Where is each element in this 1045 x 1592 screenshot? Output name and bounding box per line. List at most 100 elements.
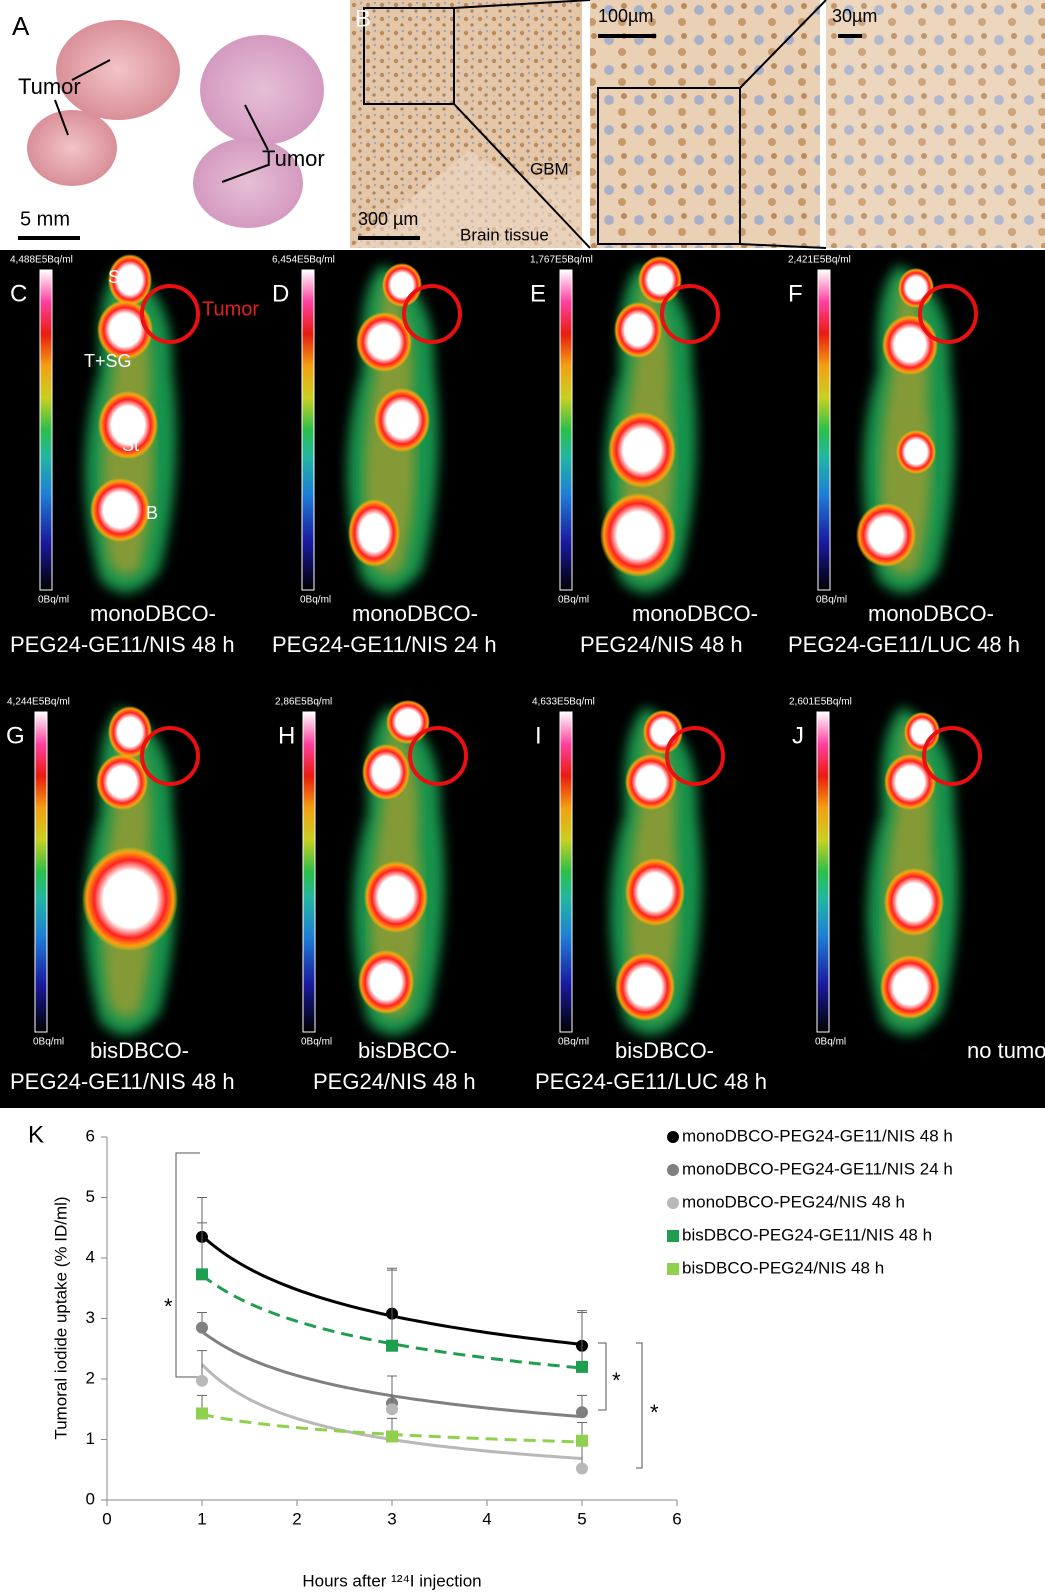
caption: PEG24-GE11/NIS 48 h (10, 632, 235, 657)
hot-spot (625, 754, 677, 810)
panel-a: A Tumor Tumor 5 mm (0, 0, 348, 248)
error-bar (577, 1311, 587, 1367)
tumor-circle (665, 726, 725, 786)
scale-min: 0Bq/ml (816, 595, 847, 606)
pointer (71, 59, 111, 81)
hot-spot (884, 868, 944, 936)
panel-label: I (535, 722, 542, 749)
panel-label: H (278, 722, 295, 749)
marker (576, 1360, 588, 1373)
panel-b: B GBM Brain tissue 300 µm 100µm 30µm (350, 0, 1045, 249)
colorbar (559, 711, 573, 1033)
scale-min: 0Bq/ml (558, 595, 589, 606)
zoom-box (363, 7, 455, 105)
x-tick-label: 5 (577, 1509, 586, 1528)
caption: monoDBCO- (632, 601, 758, 626)
marker (196, 1321, 208, 1334)
hot-spot (882, 315, 938, 375)
panel-label: A (12, 11, 30, 41)
chart-background (0, 1108, 1045, 1592)
scale-min: 0Bq/ml (558, 1037, 589, 1048)
hot-spot (880, 955, 940, 1019)
x-tick-label: 1 (197, 1509, 206, 1528)
legend-marker (667, 1131, 679, 1143)
hot-spot (96, 754, 148, 810)
x-axis-title: Hours after ¹²⁴I injection (302, 1571, 481, 1590)
hot-spot (904, 712, 940, 752)
panel-label: K (28, 1121, 44, 1148)
pointer (221, 164, 269, 183)
panel-label: B (355, 5, 371, 32)
significance: * (164, 1294, 173, 1319)
panel-label: C (10, 280, 27, 307)
hot-spot (364, 861, 428, 933)
hot-spot (608, 412, 676, 488)
legend-marker (667, 1263, 679, 1275)
panel-label: F (788, 280, 803, 307)
x-tick-label: 4 (482, 1509, 491, 1528)
marker (576, 1406, 588, 1419)
hot-spot (615, 953, 675, 1021)
caption: bisDBCO- (358, 1038, 457, 1063)
scale-min: 0Bq/ml (33, 1037, 64, 1048)
caption: monoDBCO- (352, 601, 478, 626)
colorbar (302, 711, 316, 1033)
hot-spot (108, 254, 152, 306)
marker (196, 1374, 208, 1387)
trendline (201, 1274, 583, 1370)
scale-min: 0Bq/ml (815, 1037, 846, 1048)
scale-max: 1,767E5Bq/ml (530, 255, 593, 266)
organ-label: St (122, 435, 139, 455)
panel-label: J (792, 722, 804, 749)
significance: * (650, 1400, 659, 1425)
tissue (200, 35, 324, 145)
error-bar (197, 1222, 207, 1275)
hot-spot (358, 950, 414, 1014)
tumor-circle (408, 726, 468, 786)
x-tick-label: 3 (387, 1509, 396, 1528)
error-bar (387, 1269, 397, 1346)
zoom-line (739, 243, 827, 249)
scale-max: 4,633E5Bq/ml (532, 697, 595, 708)
hot-spot (614, 302, 662, 358)
hot-spot (884, 754, 936, 810)
caption: bisDBCO- (615, 1038, 714, 1063)
caption: bisDBCO- (90, 1038, 189, 1063)
marker (196, 1268, 208, 1281)
colorbar (34, 711, 48, 1033)
tumor-circle (918, 284, 978, 344)
bracket (598, 1342, 607, 1411)
tissue (56, 20, 180, 120)
pet-panel: 2,601E5Bq/ml 0Bq/ml Jno tumor (789, 697, 1045, 1063)
legend-marker (667, 1197, 679, 1209)
micrograph (590, 0, 820, 248)
colorbar (816, 711, 830, 1033)
marker (386, 1339, 398, 1352)
zoom-line (739, 0, 827, 89)
caption: PEG24-GE11/LUC 48 h (535, 1069, 767, 1094)
tumor-label: Tumor (18, 74, 81, 99)
legend-label: bisDBCO-PEG24-GE11/NIS 48 h (682, 1225, 932, 1244)
tissue (193, 138, 303, 228)
hot-spot (600, 493, 676, 577)
tumor-circle (140, 726, 200, 786)
organ-annotations: S T+SG St B Tumor (84, 267, 259, 523)
hot-spot (386, 700, 430, 744)
x-tick-label: 6 (672, 1509, 681, 1528)
tumor-label: Tumor (262, 146, 325, 171)
colorbar (817, 269, 831, 591)
significance: * (612, 1368, 621, 1393)
tumor-circle (660, 284, 720, 344)
legend-label: bisDBCO-PEG24/NIS 48 h (682, 1258, 884, 1277)
legend-marker (667, 1230, 679, 1242)
y-tick-label: 4 (86, 1247, 95, 1266)
y-tick-label: 2 (86, 1368, 95, 1387)
panel-label: D (272, 280, 289, 307)
hot-spot (625, 858, 685, 926)
marker (386, 1403, 398, 1416)
